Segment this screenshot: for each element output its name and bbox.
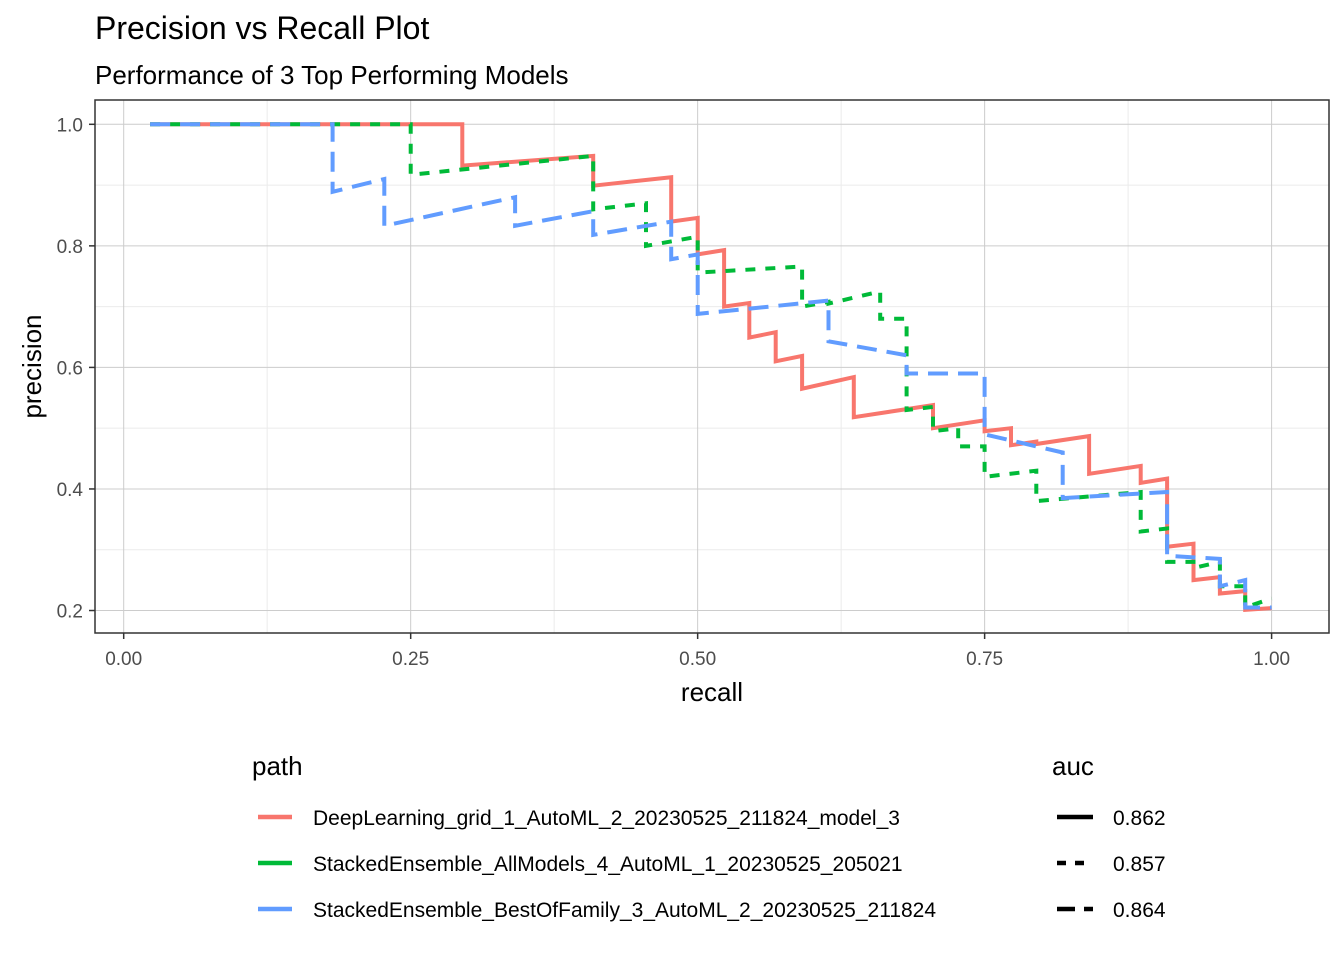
y-tick-label: 0.6 xyxy=(57,358,83,379)
y-axis-title: precision xyxy=(17,314,47,418)
x-tick-label: 0.25 xyxy=(392,649,429,670)
series-line-2 xyxy=(150,122,1273,611)
plot-panel-border xyxy=(94,99,1330,634)
y-tick-label: 1.0 xyxy=(57,115,83,136)
legend-label-path: StackedEnsemble_BestOfFamily_3_AutoML_2_… xyxy=(313,899,936,922)
chart-title: Precision vs Recall Plot xyxy=(95,10,430,46)
legend-title-path: path xyxy=(252,751,303,781)
legend-label-auc: 0.864 xyxy=(1113,899,1166,922)
chart-subtitle: Performance of 3 Top Performing Models xyxy=(95,60,569,90)
legend-title-auc: auc xyxy=(1052,751,1094,781)
legend-label-path: DeepLearning_grid_1_AutoML_2_20230525_21… xyxy=(313,807,900,830)
y-tick-label: 0.2 xyxy=(57,602,83,623)
x-tick-label: 0.50 xyxy=(679,649,716,670)
x-tick-label: 1.00 xyxy=(1253,649,1290,670)
y-tick-label: 0.8 xyxy=(57,237,83,258)
grid-lines xyxy=(95,100,1329,633)
legend-label-path: StackedEnsemble_AllModels_4_AutoML_1_202… xyxy=(313,853,903,876)
y-tick-label: 0.4 xyxy=(57,480,84,501)
series-lines xyxy=(150,122,1273,613)
x-tick-label: 0.75 xyxy=(966,649,1003,670)
legend-label-auc: 0.862 xyxy=(1113,807,1166,830)
legend-label-auc: 0.857 xyxy=(1113,853,1166,876)
series-line-3 xyxy=(150,122,1272,610)
x-axis-title: recall xyxy=(681,677,743,707)
legend: path auc DeepLearning_grid_1_AutoML_2_20… xyxy=(252,751,1166,922)
axes: 0.00 0.25 0.50 0.75 1.00 0.2 0.4 0.6 0.8 1.0 xyxy=(57,115,1291,670)
x-tick-label: 0.00 xyxy=(105,649,142,670)
